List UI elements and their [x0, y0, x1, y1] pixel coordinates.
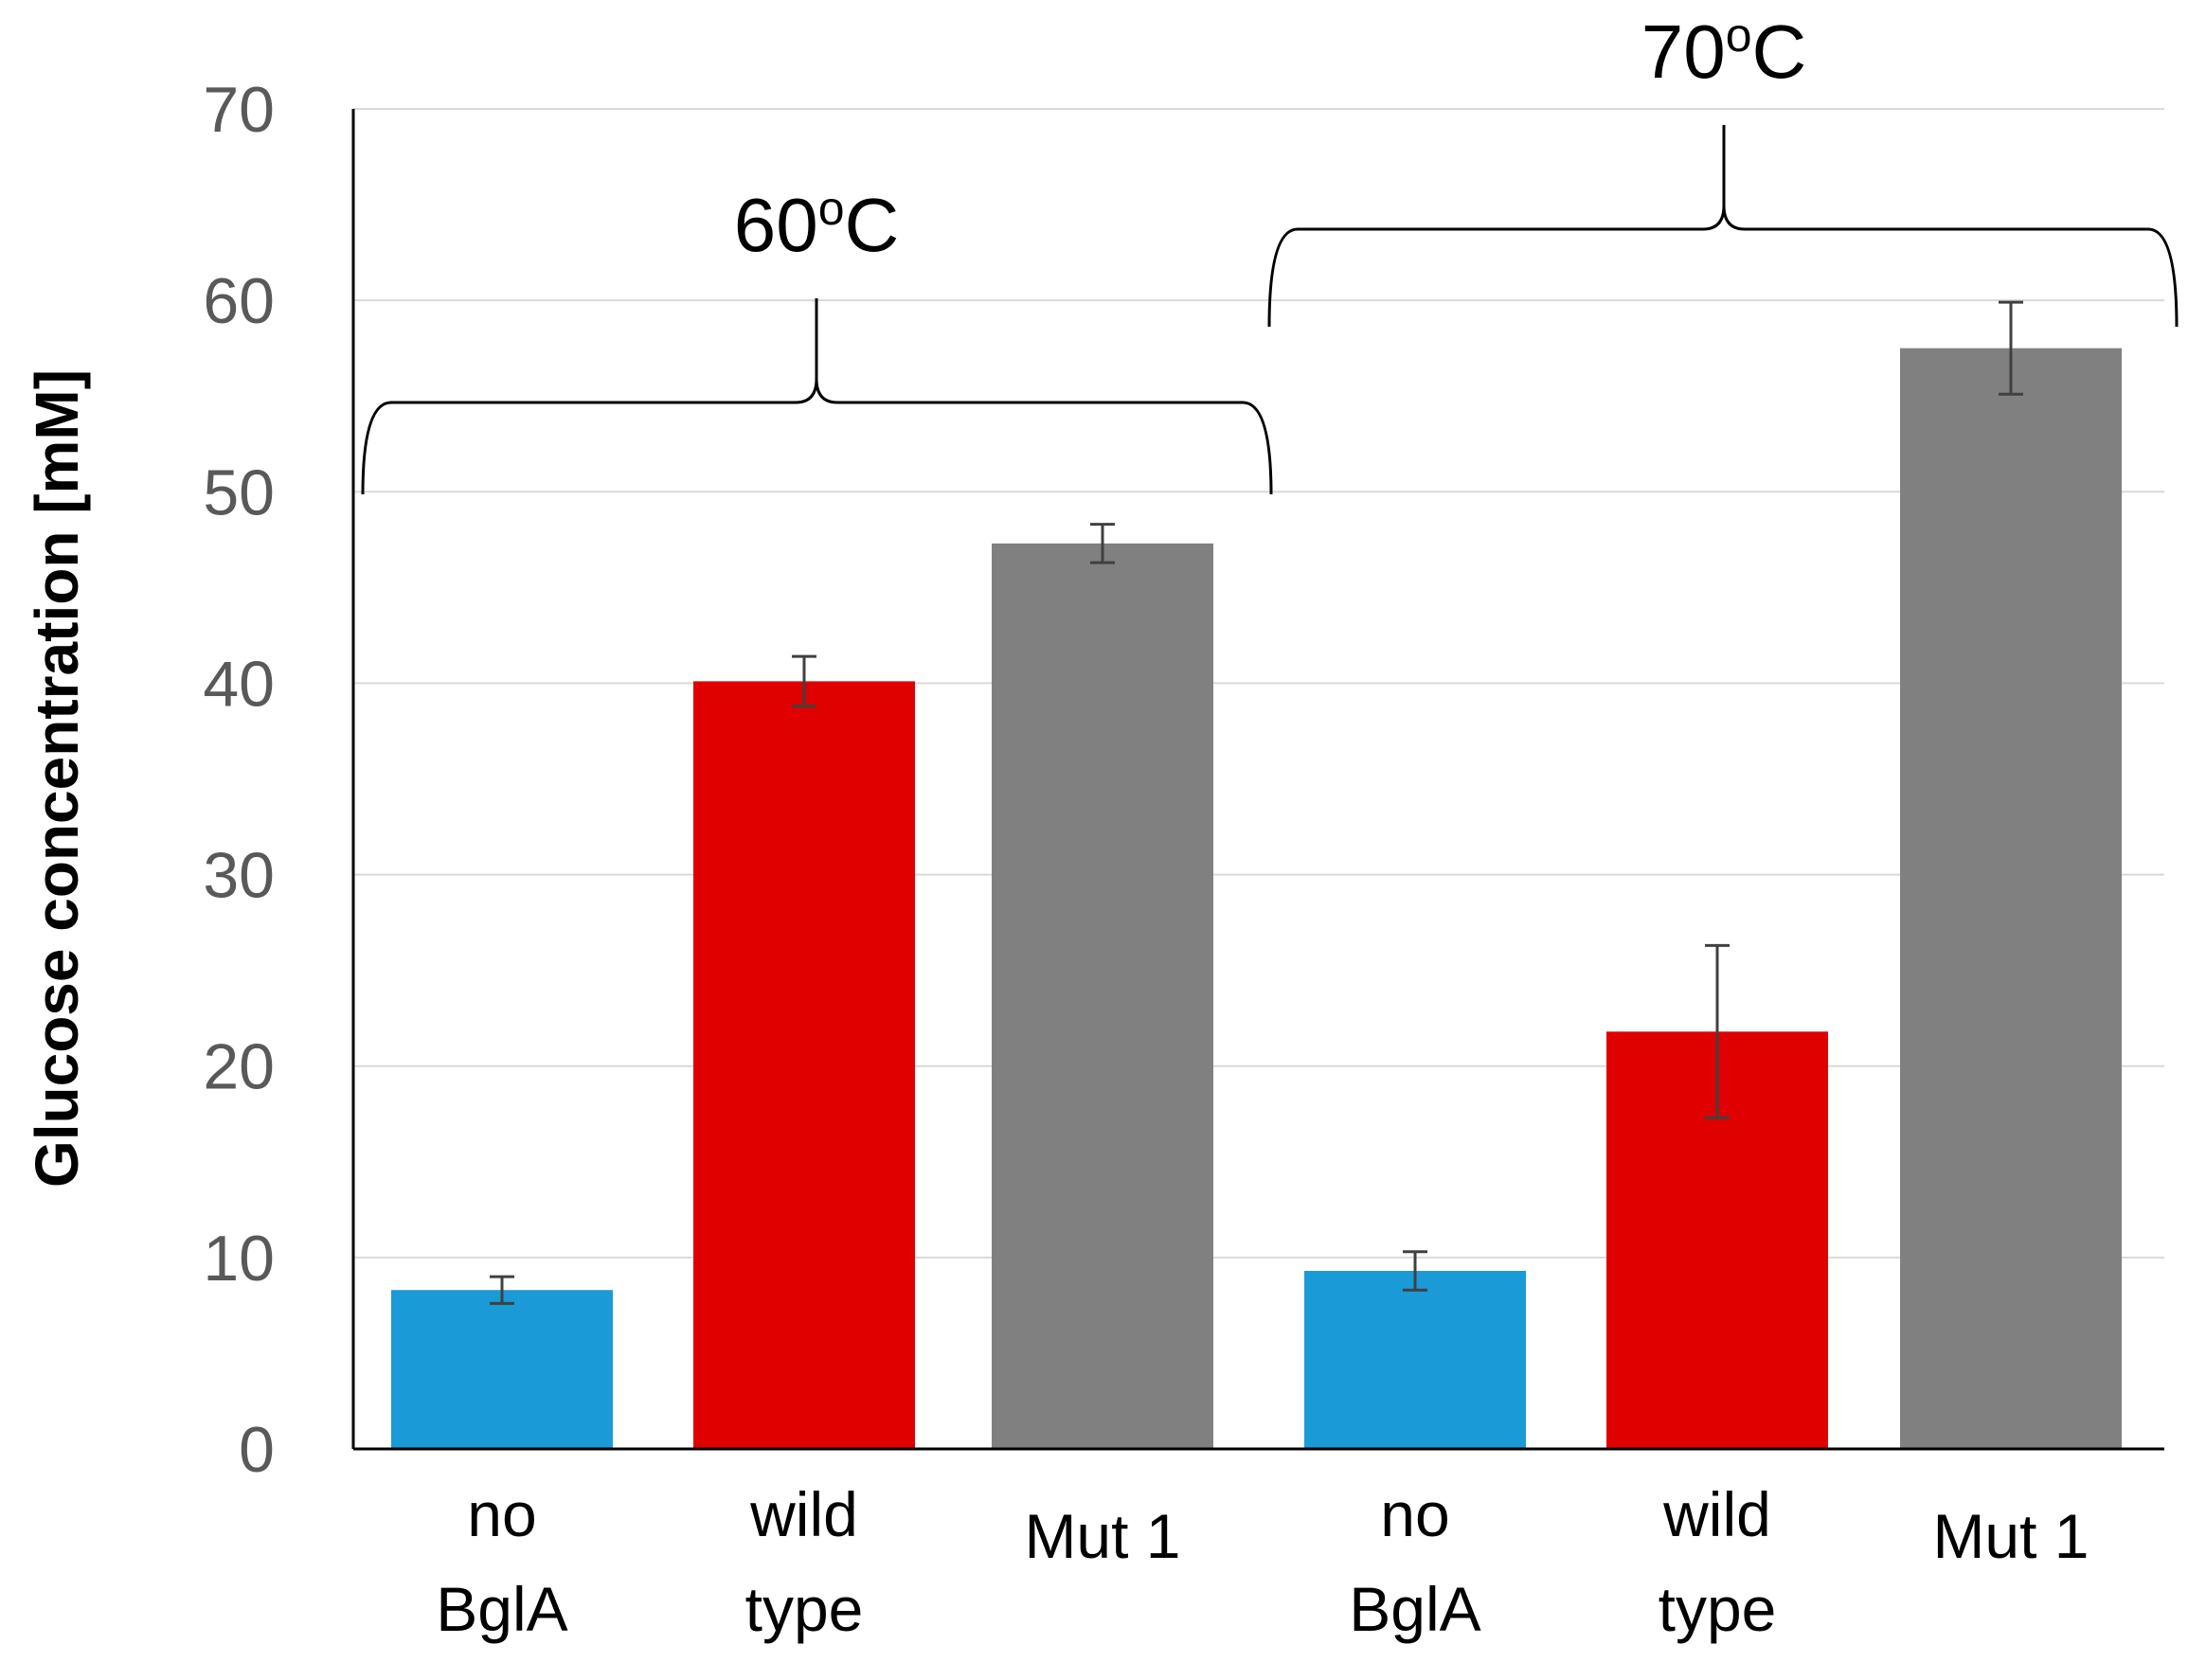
x-category-label: type — [1659, 1574, 1777, 1644]
y-tick-label: 10 — [203, 1223, 275, 1295]
gridlines — [353, 108, 2164, 1259]
bars — [391, 348, 2122, 1449]
y-tick-label: 50 — [203, 456, 275, 528]
y-axis-title: Glucose concentration [mM] — [23, 369, 91, 1188]
bar — [693, 681, 915, 1449]
group-label-value: 60 — [734, 183, 818, 267]
x-category-label: Mut 1 — [1024, 1501, 1180, 1571]
x-category-label: no — [1380, 1479, 1449, 1549]
error-bars — [490, 300, 2023, 1305]
y-tick-label: 40 — [203, 648, 275, 720]
y-tick-labels: 0 10 20 30 40 50 60 70 — [203, 74, 275, 1486]
bar — [1304, 1271, 1526, 1449]
group-label-degree: o — [1726, 9, 1752, 62]
y-tick-label: 70 — [203, 74, 275, 146]
group-label-unit: C — [845, 183, 900, 267]
y-tick-label: 20 — [203, 1031, 275, 1103]
axes — [351, 109, 2164, 1451]
x-category-label: no — [467, 1479, 536, 1549]
x-category-label: type — [745, 1574, 864, 1644]
bar — [992, 543, 1213, 1449]
group-bracket — [361, 298, 1273, 495]
y-tick-label: 30 — [203, 840, 275, 912]
x-category-label: BglA — [436, 1574, 567, 1644]
x-category-label: wild — [749, 1479, 858, 1549]
group-bracket — [1267, 125, 2179, 328]
group-label-value: 70 — [1641, 9, 1726, 94]
x-category-labels: no BglA wild type Mut 1 no BglA wild type Mut 1 — [436, 1479, 2089, 1644]
group-label: 60oC — [734, 182, 900, 267]
bar — [391, 1290, 613, 1449]
x-category-label: BglA — [1349, 1574, 1480, 1644]
y-tick-label: 60 — [203, 265, 275, 337]
group-label: 70oC — [1641, 9, 1807, 94]
y-tick-label: 0 — [239, 1414, 275, 1486]
x-category-label: wild — [1662, 1479, 1771, 1549]
bar — [1900, 348, 2122, 1449]
x-category-label: Mut 1 — [1932, 1501, 2089, 1571]
group-label-unit: C — [1752, 9, 1807, 94]
group-label-degree: o — [818, 182, 845, 235]
